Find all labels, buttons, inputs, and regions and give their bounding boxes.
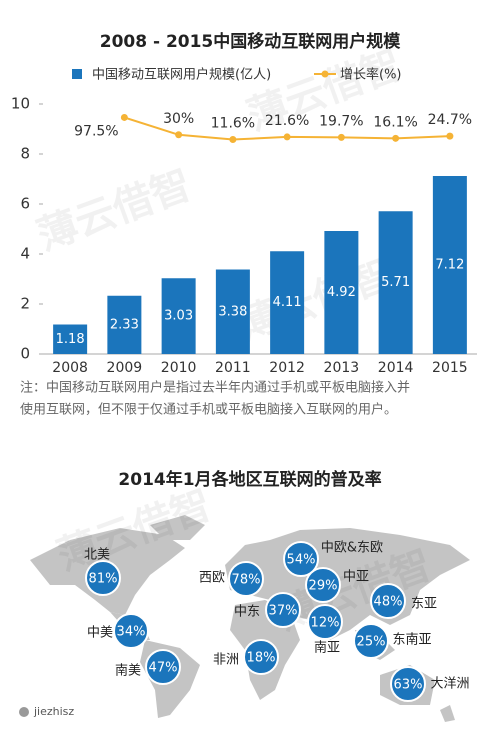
- region-value: 25%: [357, 635, 386, 650]
- region-name: 北美: [84, 548, 110, 563]
- x-tick-label: 2014: [378, 360, 414, 376]
- y-tick-label: 0: [20, 345, 30, 363]
- bar: [161, 278, 196, 354]
- bar: [432, 176, 467, 354]
- y-tick-label: 8: [20, 145, 30, 163]
- bar-value-label: 4.92: [327, 285, 356, 300]
- bar-value-label: 3.38: [218, 304, 247, 319]
- x-tick-label: 2009: [107, 360, 143, 376]
- growth-label: 16.1%: [373, 114, 417, 130]
- region-name: 东南亚: [392, 632, 431, 648]
- region-value: 12%: [311, 616, 340, 631]
- region-name: 非洲: [213, 653, 239, 668]
- footer: jiezhisz: [33, 705, 74, 718]
- bar: [107, 295, 142, 354]
- bar-value-label: 2.33: [110, 317, 139, 332]
- growth-label: 24.7%: [428, 112, 472, 128]
- growth-point: [337, 133, 345, 141]
- y-tick-label: 10: [11, 95, 30, 113]
- y-tick-label: 2: [20, 295, 30, 313]
- region-bubble: [353, 623, 389, 659]
- region-bubble: [265, 592, 301, 628]
- note: 注：中国移动互联网用户是指过去半年内通过手机或平板电脑接入并: [20, 380, 410, 396]
- bar-value-label: 3.03: [164, 309, 193, 324]
- growth-label: 19.7%: [319, 113, 363, 129]
- region-bubble: [390, 666, 426, 702]
- bar: [53, 324, 88, 354]
- growth-point: [446, 132, 454, 140]
- y-tick-label: 6: [20, 195, 30, 213]
- region-bubble: [243, 639, 279, 675]
- region-value: 34%: [117, 625, 146, 640]
- region-name: 西欧: [199, 571, 225, 586]
- region-name: 南亚: [314, 640, 340, 656]
- bar: [270, 251, 305, 354]
- region-bubble: [113, 613, 149, 649]
- region-name: 中美: [87, 626, 113, 641]
- region-value: 47%: [149, 661, 178, 676]
- region-bubble: [307, 604, 343, 640]
- region-value: 81%: [89, 572, 118, 587]
- legend-label: 增长率(%): [340, 67, 402, 83]
- map-title: 2014年1月各地区互联网的普及率: [118, 469, 381, 490]
- region-value: 48%: [374, 595, 403, 610]
- region-bubble: [145, 649, 181, 685]
- x-tick-label: 2010: [161, 360, 197, 376]
- region-name: 中欧&东欧: [321, 541, 383, 556]
- growth-point: [229, 135, 237, 143]
- watermark: 薄云借智: [231, 252, 397, 350]
- bar: [378, 211, 413, 354]
- note: 使用互联网，但不限于仅通过手机或平板电脑接入互联网的用户。: [20, 402, 397, 418]
- region-bubble: [370, 583, 406, 619]
- x-tick-label: 2008: [52, 360, 88, 376]
- region-name: 南美: [115, 663, 141, 679]
- x-tick-label: 2015: [432, 360, 468, 376]
- bar: [324, 231, 359, 354]
- bar-value-label: 4.11: [273, 295, 302, 310]
- watermark: 薄云借智: [31, 162, 197, 260]
- growth-point: [120, 113, 128, 121]
- legend-label: 中国移动互联网用户规模(亿人): [92, 67, 271, 83]
- growth-point: [392, 134, 400, 142]
- footer-icon: [19, 707, 29, 717]
- growth-label: 11.6%: [211, 115, 255, 131]
- growth-label: 97.5%: [74, 123, 118, 139]
- region-value: 29%: [309, 579, 338, 594]
- region-name: 大洋洲: [430, 677, 469, 692]
- region-value: 63%: [394, 678, 423, 693]
- growth-label: 21.6%: [265, 113, 309, 129]
- region-name: 东亚: [411, 597, 437, 612]
- region-bubble: [283, 541, 319, 577]
- region-bubble: [305, 567, 341, 603]
- x-tick-label: 2012: [269, 360, 305, 376]
- chart-title: 2008 - 2015中国移动互联网用户规模: [100, 31, 402, 52]
- growth-point: [283, 133, 291, 141]
- growth-label: 30%: [163, 111, 194, 127]
- y-tick-label: 4: [20, 245, 30, 263]
- growth-point: [175, 131, 183, 139]
- legend-swatch: [72, 69, 82, 79]
- bar: [215, 269, 250, 354]
- bar-value-label: 5.71: [381, 275, 410, 290]
- region-value: 78%: [232, 573, 261, 588]
- legend-swatch: [321, 70, 329, 78]
- region-value: 37%: [269, 604, 298, 619]
- region-bubble: [85, 560, 121, 596]
- region-bubble: [228, 561, 264, 597]
- x-tick-label: 2013: [324, 360, 360, 376]
- region-name: 中东: [234, 605, 260, 620]
- bar-value-label: 7.12: [435, 258, 464, 273]
- region-value: 54%: [287, 553, 316, 568]
- region-value: 18%: [247, 651, 276, 666]
- bar-value-label: 1.18: [56, 332, 85, 347]
- region-name: 中亚: [343, 570, 369, 585]
- x-tick-label: 2011: [215, 360, 251, 376]
